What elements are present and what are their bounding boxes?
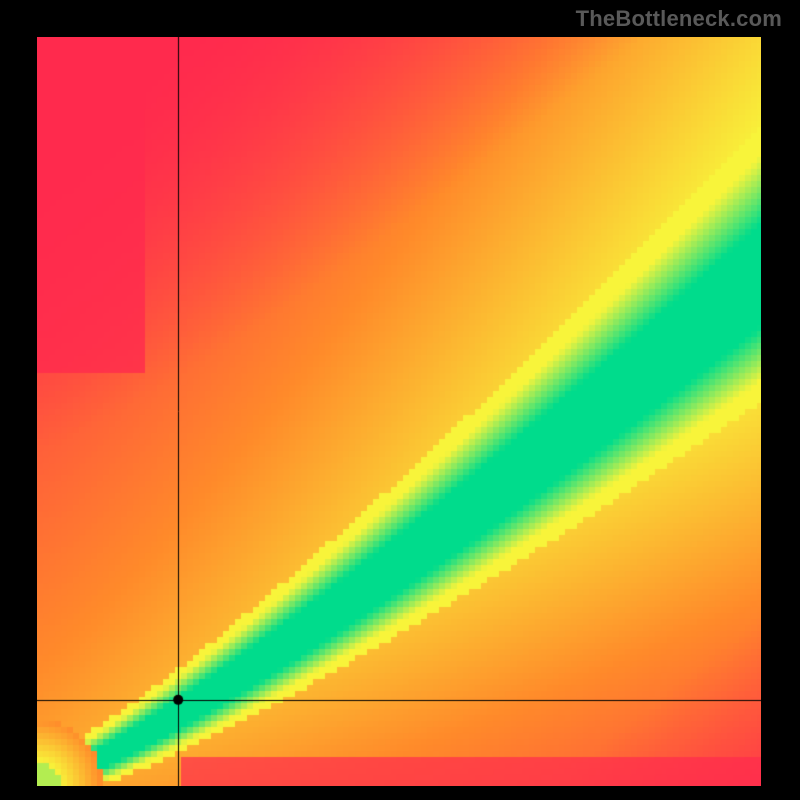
chart-container: TheBottleneck.com — [0, 0, 800, 800]
heatmap-canvas — [37, 37, 761, 786]
watermark-text: TheBottleneck.com — [576, 6, 782, 32]
